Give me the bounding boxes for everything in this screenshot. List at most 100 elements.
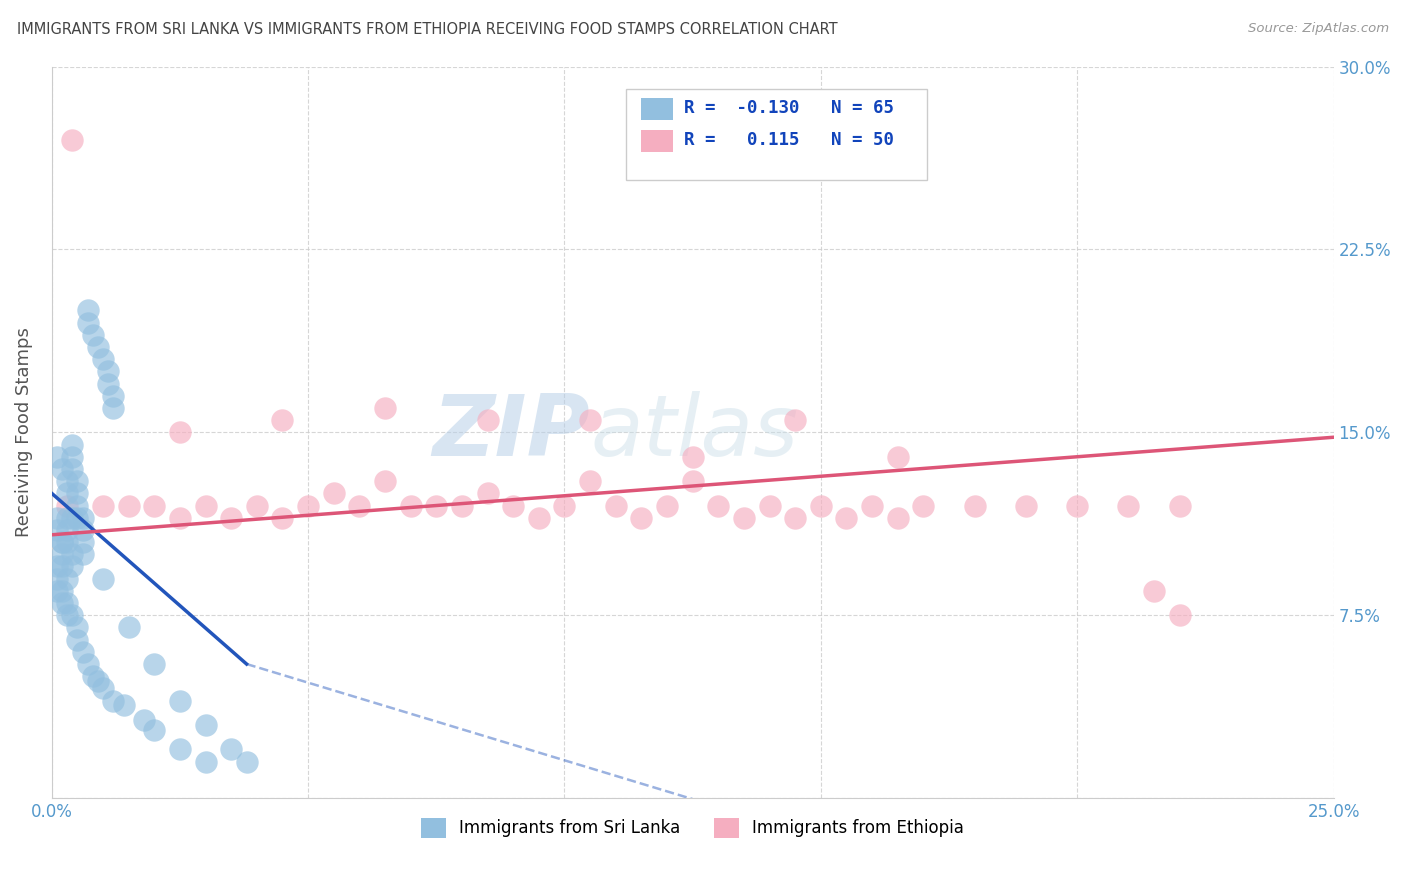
- Point: [103, 693, 125, 707]
- Point: [297, 499, 319, 513]
- Point: [56, 596, 79, 610]
- Point: [72, 547, 94, 561]
- Point: [72, 510, 94, 524]
- Point: [1168, 499, 1191, 513]
- Point: [56, 608, 79, 623]
- Point: [72, 645, 94, 659]
- Point: [1118, 499, 1140, 513]
- Point: [502, 499, 524, 513]
- Point: [785, 510, 807, 524]
- Point: [56, 523, 79, 537]
- Point: [349, 499, 371, 513]
- Point: [51, 559, 73, 574]
- Point: [60, 559, 83, 574]
- Point: [91, 499, 114, 513]
- Point: [579, 474, 602, 488]
- Point: [66, 486, 89, 500]
- Point: [60, 437, 83, 451]
- Point: [60, 608, 83, 623]
- Point: [45, 572, 67, 586]
- Point: [76, 303, 98, 318]
- Point: [45, 450, 67, 464]
- Point: [219, 510, 242, 524]
- Point: [51, 535, 73, 549]
- Point: [655, 499, 678, 513]
- Point: [103, 389, 125, 403]
- Point: [82, 327, 104, 342]
- Point: [45, 583, 67, 598]
- Point: [82, 669, 104, 683]
- Point: [707, 499, 730, 513]
- Point: [66, 632, 89, 647]
- Point: [1168, 608, 1191, 623]
- Point: [1066, 499, 1088, 513]
- Point: [169, 510, 191, 524]
- Point: [194, 718, 217, 732]
- Point: [91, 352, 114, 367]
- Point: [66, 474, 89, 488]
- Point: [56, 510, 79, 524]
- Point: [45, 559, 67, 574]
- Point: [425, 499, 447, 513]
- Point: [60, 462, 83, 476]
- Point: [143, 723, 166, 737]
- Point: [118, 620, 141, 634]
- Legend: Immigrants from Sri Lanka, Immigrants from Ethiopia: Immigrants from Sri Lanka, Immigrants fr…: [415, 811, 972, 845]
- Point: [76, 657, 98, 671]
- Point: [45, 510, 67, 524]
- Point: [322, 486, 344, 500]
- Point: [103, 401, 125, 415]
- Point: [60, 450, 83, 464]
- Point: [682, 474, 704, 488]
- Point: [66, 499, 89, 513]
- Point: [51, 583, 73, 598]
- Point: [219, 742, 242, 756]
- Point: [682, 450, 704, 464]
- Point: [271, 510, 294, 524]
- Point: [91, 572, 114, 586]
- Point: [399, 499, 422, 513]
- Point: [60, 133, 83, 147]
- Point: [860, 499, 883, 513]
- Text: atlas: atlas: [591, 391, 799, 474]
- Point: [51, 596, 73, 610]
- Point: [605, 499, 627, 513]
- Point: [56, 474, 79, 488]
- Point: [1143, 583, 1166, 598]
- Point: [912, 499, 935, 513]
- Point: [271, 413, 294, 427]
- Point: [66, 510, 89, 524]
- Point: [56, 499, 79, 513]
- FancyBboxPatch shape: [641, 98, 673, 120]
- Point: [246, 499, 269, 513]
- Text: IMMIGRANTS FROM SRI LANKA VS IMMIGRANTS FROM ETHIOPIA RECEIVING FOOD STAMPS CORR: IMMIGRANTS FROM SRI LANKA VS IMMIGRANTS …: [17, 22, 838, 37]
- Point: [477, 413, 499, 427]
- Point: [60, 510, 83, 524]
- Point: [630, 510, 652, 524]
- Point: [56, 572, 79, 586]
- Point: [118, 499, 141, 513]
- Point: [72, 535, 94, 549]
- Point: [579, 413, 602, 427]
- Point: [51, 547, 73, 561]
- Point: [810, 499, 832, 513]
- Point: [194, 755, 217, 769]
- Point: [60, 547, 83, 561]
- Text: R =   0.115   N = 50: R = 0.115 N = 50: [683, 131, 894, 150]
- Point: [143, 499, 166, 513]
- Point: [886, 450, 908, 464]
- Point: [87, 674, 110, 689]
- Point: [97, 364, 120, 378]
- Point: [91, 681, 114, 696]
- Y-axis label: Receiving Food Stamps: Receiving Food Stamps: [15, 327, 32, 537]
- Point: [51, 462, 73, 476]
- Point: [963, 499, 986, 513]
- Point: [76, 316, 98, 330]
- Point: [169, 742, 191, 756]
- Point: [169, 425, 191, 440]
- Point: [553, 499, 575, 513]
- Point: [758, 499, 780, 513]
- Point: [835, 510, 858, 524]
- Text: ZIP: ZIP: [433, 391, 591, 474]
- Text: Source: ZipAtlas.com: Source: ZipAtlas.com: [1249, 22, 1389, 36]
